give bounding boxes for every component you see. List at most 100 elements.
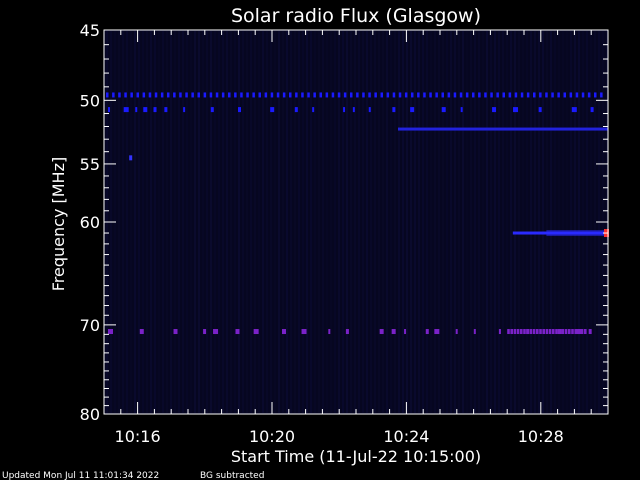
noise-streak [594,31,596,413]
emission-feature [398,127,608,131]
noise-streak [186,31,188,413]
noise-streak [506,31,508,413]
noise-streak [286,31,288,413]
emission-dot [545,329,549,335]
emission-feature [108,107,594,113]
noise-streak [394,31,396,413]
noise-streak [426,31,428,413]
emission-dot [289,92,292,98]
emission-dot [108,107,110,113]
noise-streak [442,31,444,413]
noise-streak [542,31,544,413]
emission-dot [455,329,458,335]
emission-dot [526,329,529,335]
noise-streak [138,31,140,413]
emission-dot [484,92,487,98]
emission-dot [143,107,148,113]
x-tick-label: 10:28 [518,427,564,446]
noise-streak [490,31,492,413]
noise-streak [554,31,556,413]
noise-streak [158,31,160,413]
y-tick-label: 50 [80,91,100,110]
noise-streak [522,31,524,413]
emission-dot [513,107,519,113]
emission-dot [313,92,316,98]
noise-streak [146,31,148,413]
noise-streak [574,31,576,413]
noise-streak [238,31,240,413]
bg-subtracted-note: BG subtracted [200,471,264,480]
emission-dot [228,92,231,98]
emission-dot [392,92,396,98]
emission-dot [136,92,139,98]
emission-dot [118,92,121,98]
emission-dot [563,92,566,98]
noise-streak [534,31,536,413]
y-tick-label: 45 [80,21,100,40]
emission-dot [337,92,341,98]
noise-streak [298,31,300,413]
emission-dot [574,329,577,335]
emission-dot [502,92,505,98]
noise-streak [246,31,248,413]
emission-dot [135,107,138,113]
noise-streak [418,31,420,413]
noise-streak [502,31,504,413]
noise-streak [118,31,120,413]
emission-dot [374,92,377,98]
emission-dot [536,329,539,335]
noise-streak [578,31,580,413]
emission-dot [345,329,349,335]
emission-dot [520,329,523,335]
emission-dot [498,329,501,335]
noise-streak [366,31,368,413]
noise-streak [326,31,328,413]
y-tick-label: 60 [80,213,100,232]
noise-streak [486,31,488,413]
noise-streak [350,31,352,413]
emission-dot [571,329,574,335]
noise-streak [322,31,324,413]
noise-streak [430,31,432,413]
noise-streak [242,31,244,413]
noise-streak [582,31,584,413]
noise-streak [410,31,412,413]
emission-dot [234,92,237,98]
noise-streak [462,31,464,413]
emission-dot [191,92,194,98]
noise-streak [514,31,516,413]
noise-streak [214,31,216,413]
noise-streak [130,31,132,413]
emission-dot [246,92,249,98]
emission-dot [564,329,568,335]
emission-dot [508,92,512,98]
noise-streak [226,31,228,413]
emission-dot [197,92,200,98]
emission-dot [558,329,561,335]
emission-dot [453,92,457,98]
emission-dot [173,329,178,335]
emission-dot [434,329,440,335]
noise-streak [518,31,520,413]
noise-streak [166,31,168,413]
emission-dot [264,92,268,98]
emission-dot [429,92,432,98]
emission-dot [545,92,548,98]
noise-streak [474,31,476,413]
emission-dot [164,107,168,113]
emission-dot [539,329,542,335]
emission-dot [252,92,255,98]
noise-streak [562,31,564,413]
emission-dot [568,329,571,335]
noise-streak [314,31,316,413]
noise-streak [122,31,124,413]
noise-streak [374,31,376,413]
emission-dot [307,92,310,98]
noise-streak [422,31,424,413]
noise-streak [498,31,500,413]
noise-streak [346,31,348,413]
emission-dot [569,92,573,98]
noise-streak [294,31,296,413]
emission-dot [179,92,182,98]
emission-dot [529,329,533,335]
